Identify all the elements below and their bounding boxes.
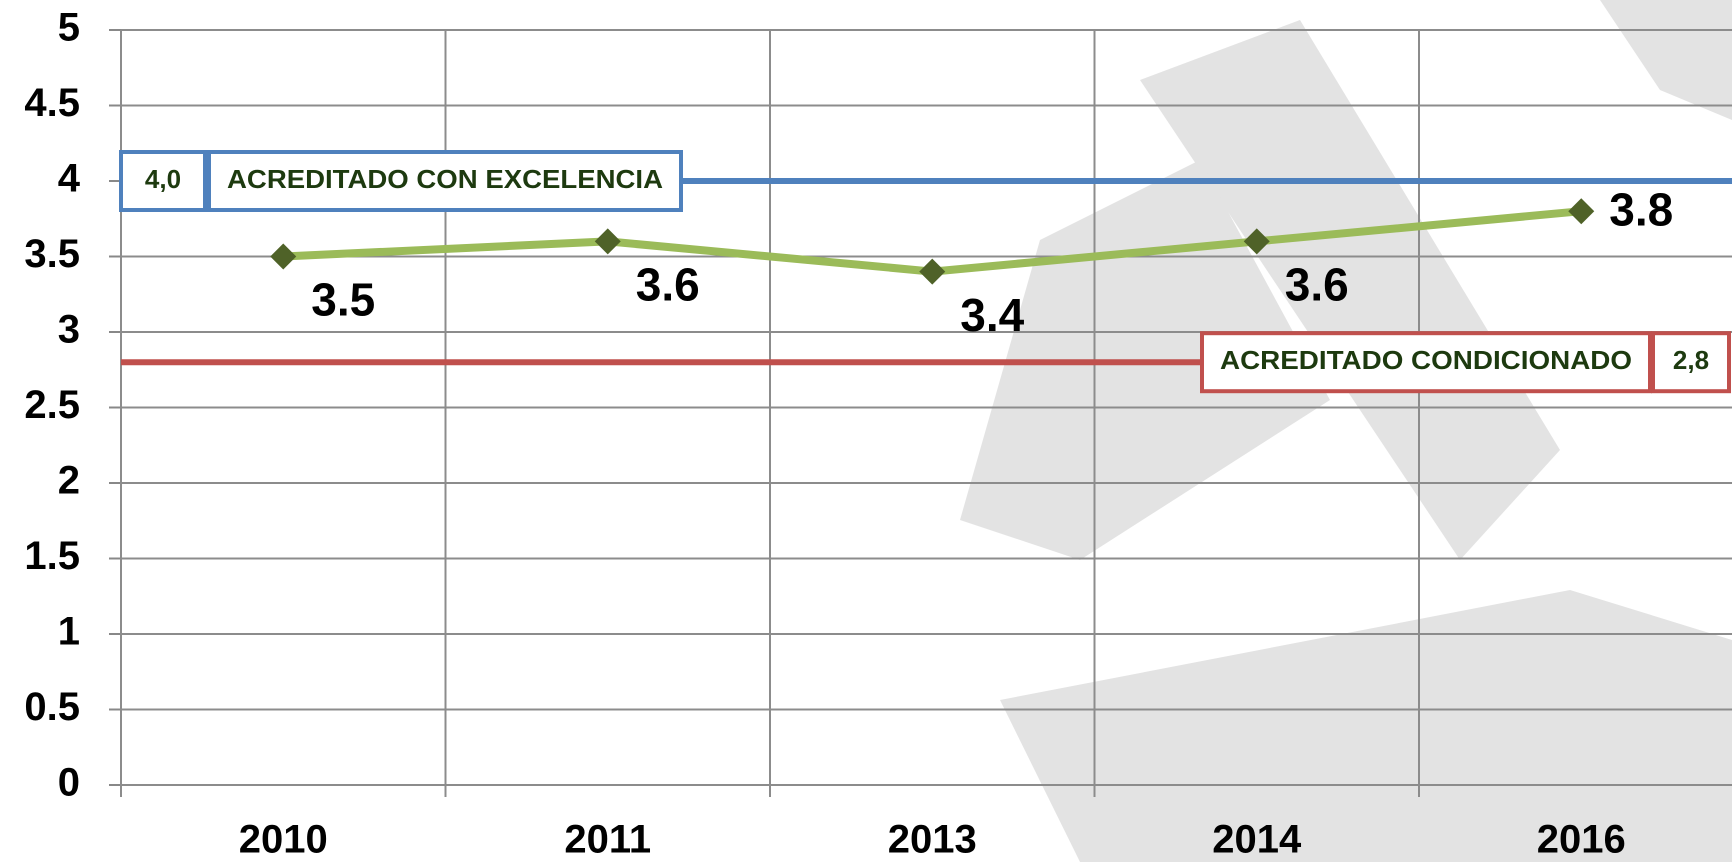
data-label: 3.8 xyxy=(1609,183,1673,235)
marker xyxy=(270,243,297,270)
reference-value-label: 4,0 xyxy=(145,164,181,194)
plot: 0 0.5 1 1.5 2 2.5 3 3.5 4 4.5 5 2010 2011 2013 2014 201… xyxy=(24,6,1732,862)
y-tick-label: 0 xyxy=(58,761,80,805)
marker xyxy=(1568,198,1595,225)
reference-name-label: ACREDITADO CONDICIONADO xyxy=(1220,345,1632,375)
y-tick-label: 5 xyxy=(58,6,80,50)
data-label: 3.5 xyxy=(311,274,375,326)
y-tick-label: 4 xyxy=(58,157,81,201)
x-tick-label: 2011 xyxy=(564,818,651,862)
reference-value-box xyxy=(1651,331,1731,394)
reference-name-box xyxy=(1200,331,1652,394)
data-label: 3.6 xyxy=(1285,259,1349,311)
y-tick-label: 3 xyxy=(58,308,80,352)
x-tick-label: 2013 xyxy=(888,818,977,862)
reference-value-label: 2,8 xyxy=(1673,345,1709,375)
marker xyxy=(1243,228,1270,255)
y-tick-label: 0.5 xyxy=(24,685,80,729)
x-tick-label: 2010 xyxy=(239,818,328,862)
data-label: 3.6 xyxy=(636,259,700,311)
reference-value-box xyxy=(119,150,207,212)
y-tick-label: 1.5 xyxy=(24,534,80,578)
reference-name-box xyxy=(207,150,683,212)
y-tick-label: 4.5 xyxy=(24,81,80,125)
x-tick-label: 2016 xyxy=(1537,818,1626,862)
marker xyxy=(919,258,946,285)
reference-name-label: ACREDITADO CON EXCELENCIA xyxy=(227,164,663,194)
x-tick-label: 2014 xyxy=(1212,818,1302,862)
data-label: 3.4 xyxy=(960,289,1024,341)
y-tick-label: 2 xyxy=(58,459,80,503)
y-tick-label: 1 xyxy=(58,610,80,654)
y-tick-label: 3.5 xyxy=(24,232,80,276)
watermark xyxy=(960,0,1732,862)
marker xyxy=(594,228,621,255)
y-tick-label: 2.5 xyxy=(24,383,80,427)
